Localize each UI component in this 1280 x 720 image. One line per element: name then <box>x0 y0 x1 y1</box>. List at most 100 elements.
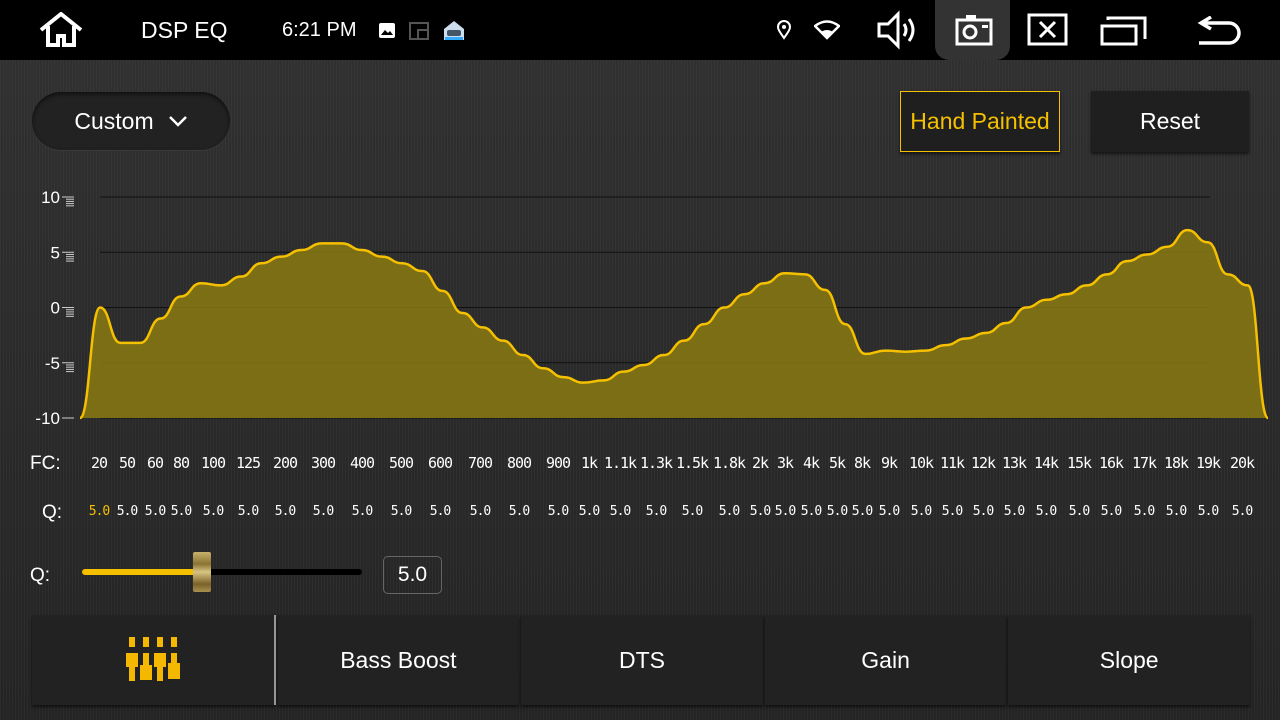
fc-band-label[interactable]: 10k <box>908 454 934 472</box>
fc-band-label[interactable]: 12k <box>970 454 996 472</box>
q-band-value[interactable]: 5.0 <box>237 504 260 519</box>
q-band-value[interactable]: 5.0 <box>972 504 995 519</box>
fc-band-label[interactable]: 14k <box>1033 454 1059 472</box>
y-tick-label: 0 <box>51 299 60 318</box>
eq-curve-chart[interactable]: 10 5 0 -5 -10 <box>0 180 1280 430</box>
fc-band-label[interactable]: 50 <box>118 454 136 472</box>
close-window-icon[interactable] <box>1027 13 1069 46</box>
q-band-value[interactable]: 5.0 <box>851 504 874 519</box>
eq-curve-line[interactable] <box>78 228 1270 420</box>
fc-band-label[interactable]: 1.8k <box>712 454 746 472</box>
q-band-value[interactable]: 5.0 <box>749 504 772 519</box>
q-band-value[interactable]: 5.0 <box>312 504 335 519</box>
fc-band-label[interactable]: 13k <box>1001 454 1027 472</box>
fc-band-label[interactable]: 19k <box>1195 454 1221 472</box>
q-band-value[interactable]: 5.0 <box>774 504 797 519</box>
q-band-value[interactable]: 5.0 <box>1068 504 1091 519</box>
q-band-value[interactable]: 5.0 <box>800 504 823 519</box>
q-band-value[interactable]: 5.0 <box>1035 504 1058 519</box>
q-band-value[interactable]: 5.0 <box>1197 504 1220 519</box>
q-band-value[interactable]: 5.0 <box>1133 504 1156 519</box>
camera-icon[interactable] <box>955 14 993 46</box>
fc-band-label[interactable]: 1.1k <box>603 454 637 472</box>
fc-band-label[interactable]: 100 <box>200 454 226 472</box>
fc-band-label[interactable]: 800 <box>506 454 532 472</box>
tab-gain[interactable]: Gain <box>764 615 1007 705</box>
q-band-value[interactable]: 5.0 <box>170 504 193 519</box>
fc-band-label[interactable]: 15k <box>1066 454 1092 472</box>
fc-band-label[interactable]: 18k <box>1163 454 1189 472</box>
q-slider-thumb[interactable] <box>193 552 212 592</box>
y-tick-label: 5 <box>51 243 60 262</box>
recent-apps-icon[interactable] <box>1100 14 1148 46</box>
q-band-value[interactable]: 5.0 <box>578 504 601 519</box>
fc-band-label[interactable]: 125 <box>235 454 261 472</box>
fc-band-label[interactable]: 20 <box>90 454 108 472</box>
q-band-value[interactable]: 5.0 <box>1231 504 1254 519</box>
wifi-icon <box>814 20 840 40</box>
app-title: DSP EQ <box>141 17 228 43</box>
fc-band-label[interactable]: 1.5k <box>675 454 709 472</box>
q-slider[interactable] <box>82 569 362 575</box>
fc-band-label[interactable]: 20k <box>1229 454 1255 472</box>
q-band-value[interactable]: 5.0 <box>202 504 225 519</box>
q-band-value[interactable]: 5.0 <box>144 504 167 519</box>
fc-band-label[interactable]: 5k <box>828 454 846 472</box>
q-band-value[interactable]: 5.0 <box>351 504 374 519</box>
screenshot-button[interactable] <box>935 0 1010 60</box>
tab-dts[interactable]: DTS <box>521 615 763 705</box>
q-band-value[interactable]: 5.0 <box>609 504 632 519</box>
volume-icon[interactable] <box>876 10 922 50</box>
q-band-value[interactable]: 5.0 <box>547 504 570 519</box>
tab-bass-boost[interactable]: Bass Boost <box>277 615 520 705</box>
q-band-value[interactable]: 5.0 <box>508 504 531 519</box>
fc-band-label[interactable]: 1.3k <box>639 454 673 472</box>
q-band-value[interactable]: 5.0 <box>941 504 964 519</box>
fc-band-label[interactable]: 2k <box>751 454 769 472</box>
q-band-value[interactable]: 5.0 <box>910 504 933 519</box>
fc-band-label[interactable]: 1k <box>580 454 598 472</box>
fc-band-label[interactable]: 500 <box>388 454 414 472</box>
q-band-value[interactable]: 5.0 <box>681 504 704 519</box>
home-icon[interactable] <box>38 12 84 48</box>
image-icon <box>379 23 395 38</box>
hand-painted-button[interactable]: Hand Painted <box>900 91 1060 152</box>
q-band-value[interactable]: 5.0 <box>469 504 492 519</box>
fc-band-label[interactable]: 11k <box>939 454 965 472</box>
tab-slope[interactable]: Slope <box>1008 615 1250 705</box>
q-value-box[interactable]: 5.0 <box>383 556 442 594</box>
preset-dropdown[interactable]: Custom <box>32 92 230 150</box>
q-band-value[interactable]: 5.0 <box>718 504 741 519</box>
fc-band-label[interactable]: 3k <box>776 454 794 472</box>
back-icon[interactable] <box>1197 16 1243 46</box>
equalizer-icon <box>125 637 180 681</box>
fc-band-label[interactable]: 200 <box>272 454 298 472</box>
bottom-tab-bar: Bass Boost DTS Gain Slope <box>32 615 1250 705</box>
q-band-value[interactable]: 5.0 <box>390 504 413 519</box>
fc-band-label[interactable]: 700 <box>467 454 493 472</box>
q-band-value[interactable]: 5.0 <box>429 504 452 519</box>
preset-label: Custom <box>74 107 154 134</box>
q-band-value[interactable]: 5.0 <box>878 504 901 519</box>
fc-band-label[interactable]: 17k <box>1131 454 1157 472</box>
fc-band-label[interactable]: 16k <box>1098 454 1124 472</box>
q-band-value[interactable]: 5.0 <box>1100 504 1123 519</box>
fc-band-label[interactable]: 600 <box>427 454 453 472</box>
fc-band-label[interactable]: 300 <box>310 454 336 472</box>
fc-band-label[interactable]: 4k <box>802 454 820 472</box>
tab-equalizer[interactable] <box>32 615 276 705</box>
fc-band-label[interactable]: 80 <box>172 454 190 472</box>
fc-band-label[interactable]: 9k <box>880 454 898 472</box>
q-band-value[interactable]: 5.0 <box>88 504 111 519</box>
q-band-value[interactable]: 5.0 <box>1003 504 1026 519</box>
fc-band-label[interactable]: 8k <box>853 454 871 472</box>
fc-band-label[interactable]: 60 <box>146 454 164 472</box>
q-band-value[interactable]: 5.0 <box>645 504 668 519</box>
fc-band-label[interactable]: 900 <box>545 454 571 472</box>
reset-button[interactable]: Reset <box>1091 91 1249 152</box>
q-band-value[interactable]: 5.0 <box>826 504 849 519</box>
q-band-value[interactable]: 5.0 <box>1165 504 1188 519</box>
q-band-value[interactable]: 5.0 <box>116 504 139 519</box>
q-band-value[interactable]: 5.0 <box>274 504 297 519</box>
fc-band-label[interactable]: 400 <box>349 454 375 472</box>
